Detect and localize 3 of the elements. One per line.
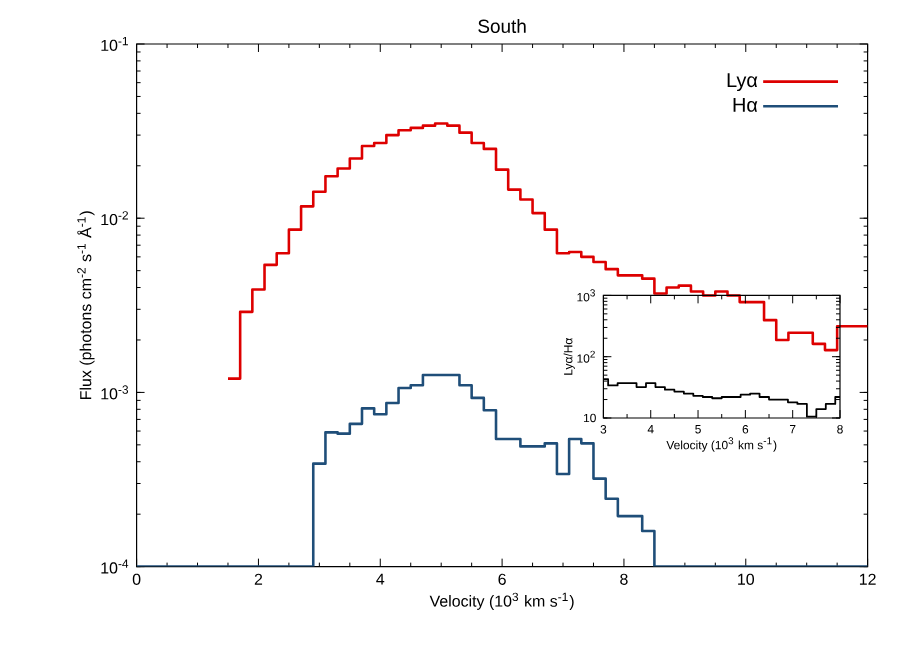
legend-label: Hα: [733, 97, 758, 112]
chart-title: South: [478, 19, 526, 33]
legend-label: Lyα: [727, 73, 758, 92]
